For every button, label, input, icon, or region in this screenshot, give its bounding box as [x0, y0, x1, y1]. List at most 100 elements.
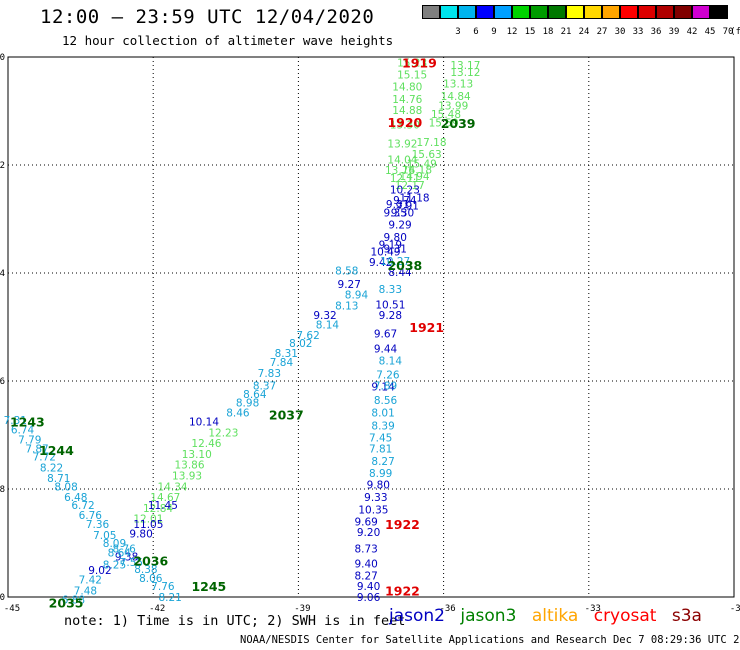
wave-height-value: 8.21 [158, 592, 181, 604]
wave-height-value: 7.36 [86, 519, 110, 531]
wave-height-value: 8.94 [345, 290, 369, 302]
wave-height-value: 15.15 [397, 69, 427, 81]
wave-height-value: 8.39 [371, 420, 394, 432]
wave-height-value: 9.80 [384, 232, 407, 244]
wave-height-value: 14.67 [150, 492, 180, 504]
wave-height-value: 11.18 [400, 192, 430, 204]
wave-height-value: 9.31 [384, 244, 407, 256]
wave-height-value: 8.27 [354, 570, 377, 582]
plot-frame [7, 56, 735, 598]
wave-height-value: 13.92 [387, 138, 417, 150]
wave-height-value: 15.48 [431, 109, 461, 121]
colorbar-label: 15 [524, 27, 536, 37]
colorbar-label: 18 [542, 27, 554, 37]
wave-height-value: 9.31 [386, 199, 409, 211]
colorbar-label: 42 [686, 27, 698, 37]
colorbar-label: 21 [560, 27, 572, 37]
wave-height-value: 8.76 [112, 543, 136, 555]
wave-height-value: 15.23 [397, 57, 427, 69]
pass-time-label: 2037 [269, 407, 304, 422]
footnote: note: 1) Time is in UTC; 2) SWH is in fe… [64, 613, 406, 629]
wave-height-value: 13.17 [450, 60, 480, 72]
wave-height-value: 9.80 [367, 480, 390, 492]
colorbar-swatch [638, 5, 656, 19]
wave-height-value: 8.22 [40, 462, 63, 474]
lat-tick-label: -40 [0, 53, 5, 63]
wave-height-value: 9.40 [357, 581, 380, 593]
wave-height-value: 9.27 [338, 279, 361, 291]
pass-time-label: 1245 [191, 579, 226, 594]
colorbar-swatch [530, 5, 548, 19]
wave-height-value: 9.19 [379, 239, 402, 251]
wave-height-value: 14.34 [158, 481, 188, 493]
page-title: 12:00 — 23:59 UTC 12/04/2020 [40, 6, 375, 28]
wave-height-value: 12.46 [191, 438, 221, 450]
colorbar-swatch [674, 5, 692, 19]
wave-height-value: 9.44 [374, 344, 398, 356]
wave-height-value: 14.18 [402, 164, 432, 176]
colorbar-label: 6 [473, 27, 479, 37]
wave-height-value: 9.30 [391, 208, 414, 220]
wave-height-value: 8.73 [354, 543, 377, 555]
wave-height-value: 14.04 [387, 155, 417, 167]
colorbar-swatch [602, 5, 620, 19]
colorbar-label: 3 [455, 27, 461, 37]
wave-height-value: 15.59 [429, 117, 459, 129]
wave-height-value: 8.44 [388, 267, 412, 279]
wave-height-value: 15.49 [407, 158, 437, 170]
colorbar-label: 33 [632, 27, 644, 37]
pass-time-label: 1244 [39, 443, 74, 458]
wave-height-value: 8.71 [47, 473, 70, 485]
wave-height-value: 12.11 [390, 173, 420, 185]
wave-height-value: 6.48 [64, 492, 87, 504]
wave-height-value: 13.86 [174, 460, 204, 472]
wave-height-value: 14.84 [441, 91, 471, 103]
wave-height-value: 8.31 [275, 348, 298, 360]
colorbar-swatch [476, 5, 494, 19]
lon-tick-label: -42 [149, 604, 165, 614]
wave-height-value: 13.76 [385, 165, 415, 177]
lat-tick-label: -46 [0, 377, 5, 387]
colorbar-swatch [548, 5, 566, 19]
wave-height-value: 6.74 [11, 425, 35, 437]
wave-height-value: 13.99 [438, 101, 468, 113]
wave-height-value: 9.40 [354, 559, 377, 571]
wave-height-value: 8.99 [369, 468, 392, 480]
colorbar-label: 12 [506, 27, 518, 37]
lon-tick-label: -39 [294, 604, 310, 614]
wave-height-value: 13.13 [443, 78, 473, 90]
wave-height-value: 7.05 [93, 530, 116, 542]
colorbar-swatch [440, 5, 458, 19]
wave-height-value: 15.63 [412, 149, 442, 161]
wave-height-value: 7.89 [374, 380, 397, 392]
colorbar-swatch [512, 5, 530, 19]
wave-height-value: 12.01 [133, 514, 163, 526]
wave-height-value: 7.76 [151, 581, 175, 593]
wave-height-value: 13.93 [172, 471, 202, 483]
wave-height-value: 11.05 [133, 519, 163, 531]
legend-jason3: jason3 [460, 606, 517, 626]
page-subtitle: 12 hour collection of altimeter wave hei… [62, 33, 394, 48]
wave-height-value: 12.84 [143, 503, 173, 515]
wave-height-value: 13.30 [390, 120, 420, 132]
colorbar-label: 70 [722, 27, 734, 37]
wave-height-value: 12.17 [395, 180, 425, 192]
wave-height-value: 8.09 [103, 538, 126, 550]
wave-height-value: 9.67 [374, 328, 397, 340]
lat-tick-label: -48 [0, 485, 5, 495]
colorbar-swatch [422, 5, 440, 19]
colorbar-label: 9 [491, 27, 497, 37]
wave-height-value: 8.08 [54, 481, 77, 493]
wave-height-value: 8.25 [103, 560, 126, 572]
wave-height-value: 7.42 [79, 575, 102, 587]
wave-height-value: 11.45 [148, 500, 178, 512]
wave-height-value: 9.35 [384, 208, 407, 220]
colorbar-swatch [458, 5, 476, 19]
wave-height-value: 9.32 [313, 310, 336, 322]
lat-tick-label: -42 [0, 161, 5, 171]
wave-height-value: 7.55 [120, 557, 143, 569]
colorbar-label: 36 [650, 27, 662, 37]
wave-height-value: 12.23 [208, 427, 238, 439]
colorbar-swatch [710, 5, 728, 19]
